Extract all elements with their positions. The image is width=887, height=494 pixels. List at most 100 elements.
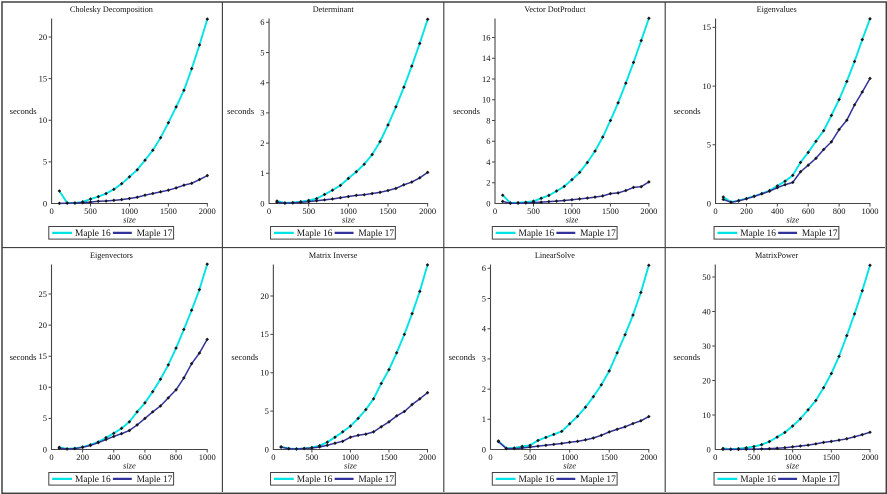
svg-text:0: 0 [707,198,711,208]
svg-text:Eigenvalues: Eigenvalues [757,5,797,14]
svg-text:seconds: seconds [231,352,258,362]
svg-text:2: 2 [260,138,264,148]
svg-text:Eigenvectors: Eigenvectors [90,251,133,260]
svg-text:Maple 17: Maple 17 [358,475,394,485]
svg-text:1: 1 [260,168,264,178]
svg-text:seconds: seconds [449,352,476,362]
svg-text:Maple 17: Maple 17 [802,229,838,239]
svg-text:600: 600 [139,452,152,462]
svg-text:8: 8 [486,115,490,125]
svg-text:0: 0 [271,452,275,462]
svg-text:5: 5 [260,47,264,57]
svg-text:2: 2 [486,178,490,188]
svg-text:Matrix Inverse: Matrix Inverse [309,251,358,260]
svg-text:15: 15 [39,351,48,361]
svg-text:800: 800 [170,452,183,462]
svg-text:10: 10 [39,115,48,125]
svg-text:Maple 17: Maple 17 [802,475,838,485]
svg-text:LinearSolve: LinearSolve [535,251,575,260]
svg-text:2000: 2000 [862,452,879,462]
svg-text:Maple 17: Maple 17 [137,229,173,239]
svg-text:0: 0 [488,452,492,462]
svg-text:Maple 16: Maple 16 [297,475,333,485]
svg-text:1500: 1500 [601,452,618,462]
svg-text:0: 0 [267,206,271,216]
svg-text:Maple 16: Maple 16 [740,475,776,485]
svg-text:5: 5 [707,140,711,150]
svg-text:seconds: seconds [10,352,37,362]
svg-text:size: size [123,215,136,225]
svg-text:Maple 16: Maple 16 [740,229,776,239]
svg-text:0: 0 [265,444,269,454]
svg-text:10: 10 [703,81,712,91]
svg-text:0: 0 [43,198,47,208]
svg-text:20: 20 [39,320,48,330]
svg-text:500: 500 [527,206,540,216]
svg-text:0: 0 [486,198,490,208]
svg-text:Maple 16: Maple 16 [75,475,111,485]
svg-text:6: 6 [260,17,264,27]
svg-text:500: 500 [306,452,319,462]
svg-text:5: 5 [482,293,486,303]
svg-text:6: 6 [482,263,486,273]
svg-text:Determinant: Determinant [313,5,355,14]
svg-text:seconds: seconds [453,106,480,116]
svg-text:size: size [344,461,357,471]
svg-text:20: 20 [702,375,711,385]
svg-text:Maple 17: Maple 17 [580,475,616,485]
svg-text:0: 0 [482,444,486,454]
svg-text:Maple 16: Maple 16 [519,475,555,485]
svg-text:Maple 17: Maple 17 [358,229,394,239]
svg-text:seconds: seconds [674,106,701,116]
svg-text:2000: 2000 [199,206,216,216]
svg-text:seconds: seconds [673,352,700,362]
svg-text:30: 30 [702,341,711,351]
svg-text:2: 2 [482,384,486,394]
svg-text:20: 20 [39,32,48,42]
svg-text:500: 500 [524,452,537,462]
svg-text:Maple 16: Maple 16 [297,229,333,239]
svg-text:Vector DotProduct: Vector DotProduct [524,5,586,14]
svg-text:14: 14 [482,53,491,63]
svg-text:10: 10 [702,410,711,420]
svg-text:0: 0 [49,452,53,462]
svg-text:1000: 1000 [199,452,216,462]
svg-text:2000: 2000 [419,206,436,216]
svg-text:600: 600 [802,206,815,216]
svg-text:1000: 1000 [342,452,359,462]
svg-text:size: size [786,215,799,225]
svg-text:0: 0 [43,444,47,454]
svg-text:500: 500 [302,206,315,216]
svg-text:15: 15 [39,73,48,83]
svg-text:15: 15 [703,22,712,32]
svg-text:0: 0 [713,206,717,216]
svg-text:1500: 1500 [380,206,397,216]
svg-text:200: 200 [740,206,753,216]
svg-text:12: 12 [482,74,491,84]
svg-text:0: 0 [713,452,717,462]
svg-text:size: size [342,215,355,225]
svg-text:3: 3 [482,354,486,364]
svg-text:2000: 2000 [419,452,436,462]
svg-text:40: 40 [702,306,711,316]
svg-text:16: 16 [482,32,491,42]
svg-text:5: 5 [43,157,47,167]
svg-text:size: size [786,461,799,471]
svg-text:size: size [123,461,136,471]
svg-text:25: 25 [39,289,48,299]
svg-text:5: 5 [43,413,47,423]
svg-text:Maple 16: Maple 16 [519,229,555,239]
svg-text:Cholesky Decomposition: Cholesky Decomposition [70,5,153,14]
svg-text:5: 5 [265,406,269,416]
svg-text:20: 20 [260,291,269,301]
svg-text:1000: 1000 [862,206,879,216]
svg-text:10: 10 [39,382,48,392]
svg-text:1500: 1500 [160,206,177,216]
svg-text:Maple 17: Maple 17 [580,229,616,239]
svg-text:4: 4 [482,324,487,334]
svg-text:4: 4 [260,78,265,88]
svg-text:1000: 1000 [121,206,138,216]
svg-text:10: 10 [482,95,491,105]
svg-text:800: 800 [833,206,846,216]
svg-text:2000: 2000 [640,206,657,216]
